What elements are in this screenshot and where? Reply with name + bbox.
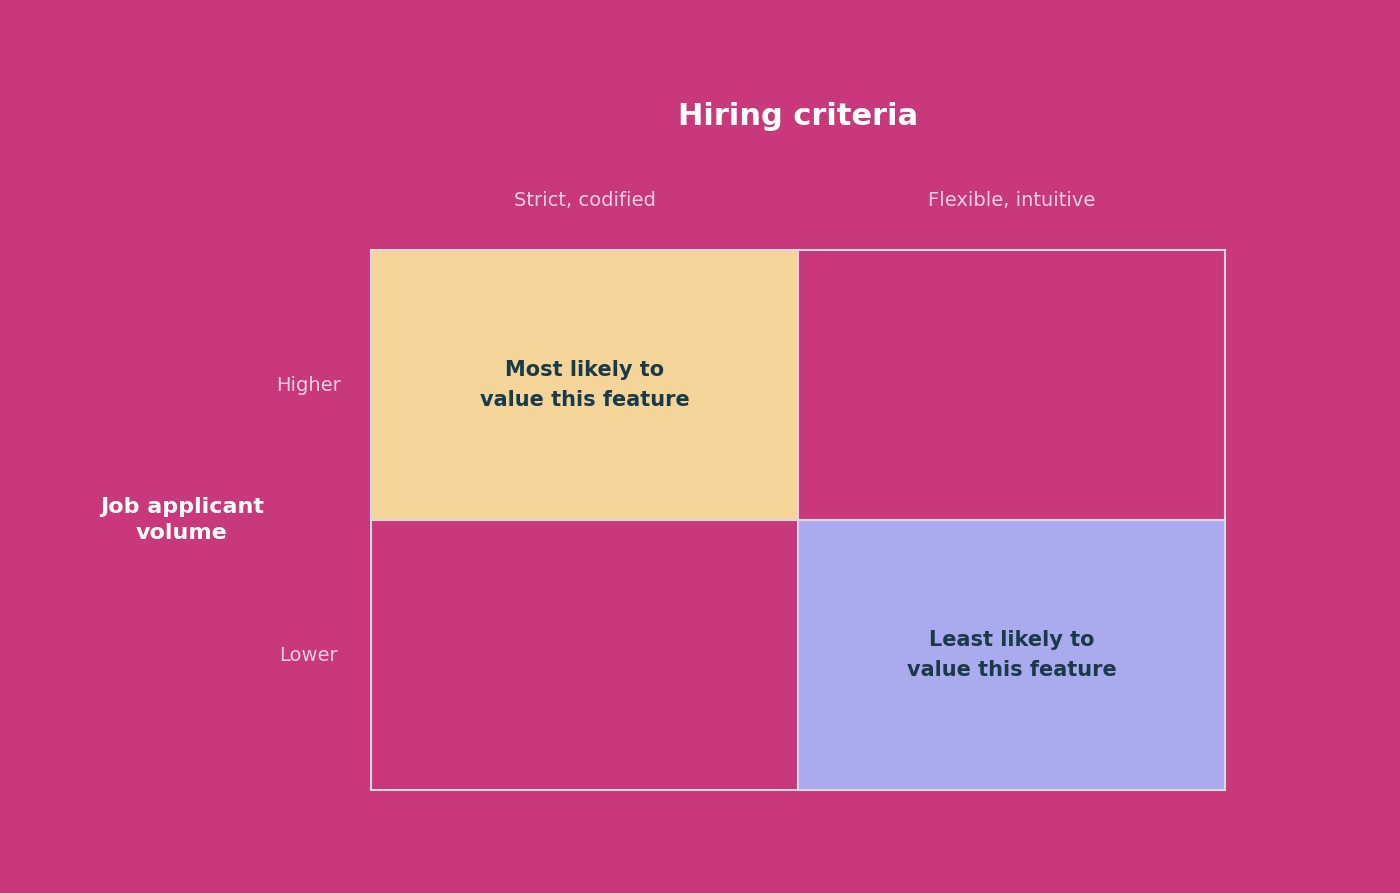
Bar — [798, 250, 1225, 520]
Text: Hiring criteria: Hiring criteria — [678, 102, 918, 130]
Text: Lower: Lower — [279, 646, 337, 664]
Text: Least likely to
value this feature: Least likely to value this feature — [907, 630, 1116, 680]
Bar — [371, 250, 1225, 790]
Text: Strict, codified: Strict, codified — [514, 191, 655, 211]
Text: Higher: Higher — [276, 376, 340, 395]
Text: Job applicant
volume: Job applicant volume — [99, 497, 265, 543]
Bar — [798, 520, 1225, 790]
Bar — [371, 520, 798, 790]
Text: Most likely to
value this feature: Most likely to value this feature — [480, 360, 689, 410]
Bar — [371, 250, 798, 520]
Text: Flexible, intuitive: Flexible, intuitive — [928, 191, 1095, 211]
